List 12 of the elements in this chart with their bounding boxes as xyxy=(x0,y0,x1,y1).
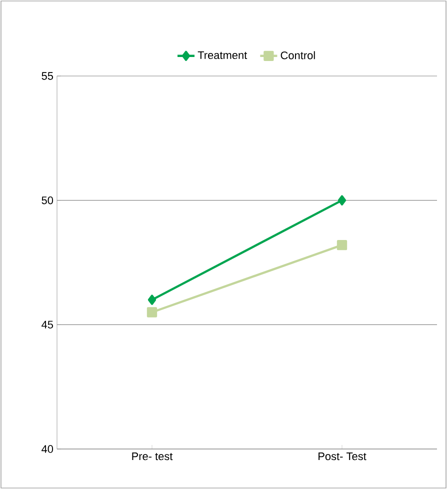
y-tick-label: 50 xyxy=(42,196,54,204)
legend-label: Control xyxy=(280,51,315,60)
point xyxy=(146,307,158,318)
legend-label: Treatment xyxy=(198,51,248,60)
x-tick-label: Post- Test xyxy=(318,452,366,460)
point xyxy=(338,195,346,206)
y-tick-label: 55 xyxy=(42,72,54,80)
y-tick-label: 40 xyxy=(42,445,54,453)
point xyxy=(148,294,156,305)
y-tick-label: 45 xyxy=(42,320,54,328)
x-tick-label: Pre- test xyxy=(132,452,173,460)
point xyxy=(336,240,348,250)
